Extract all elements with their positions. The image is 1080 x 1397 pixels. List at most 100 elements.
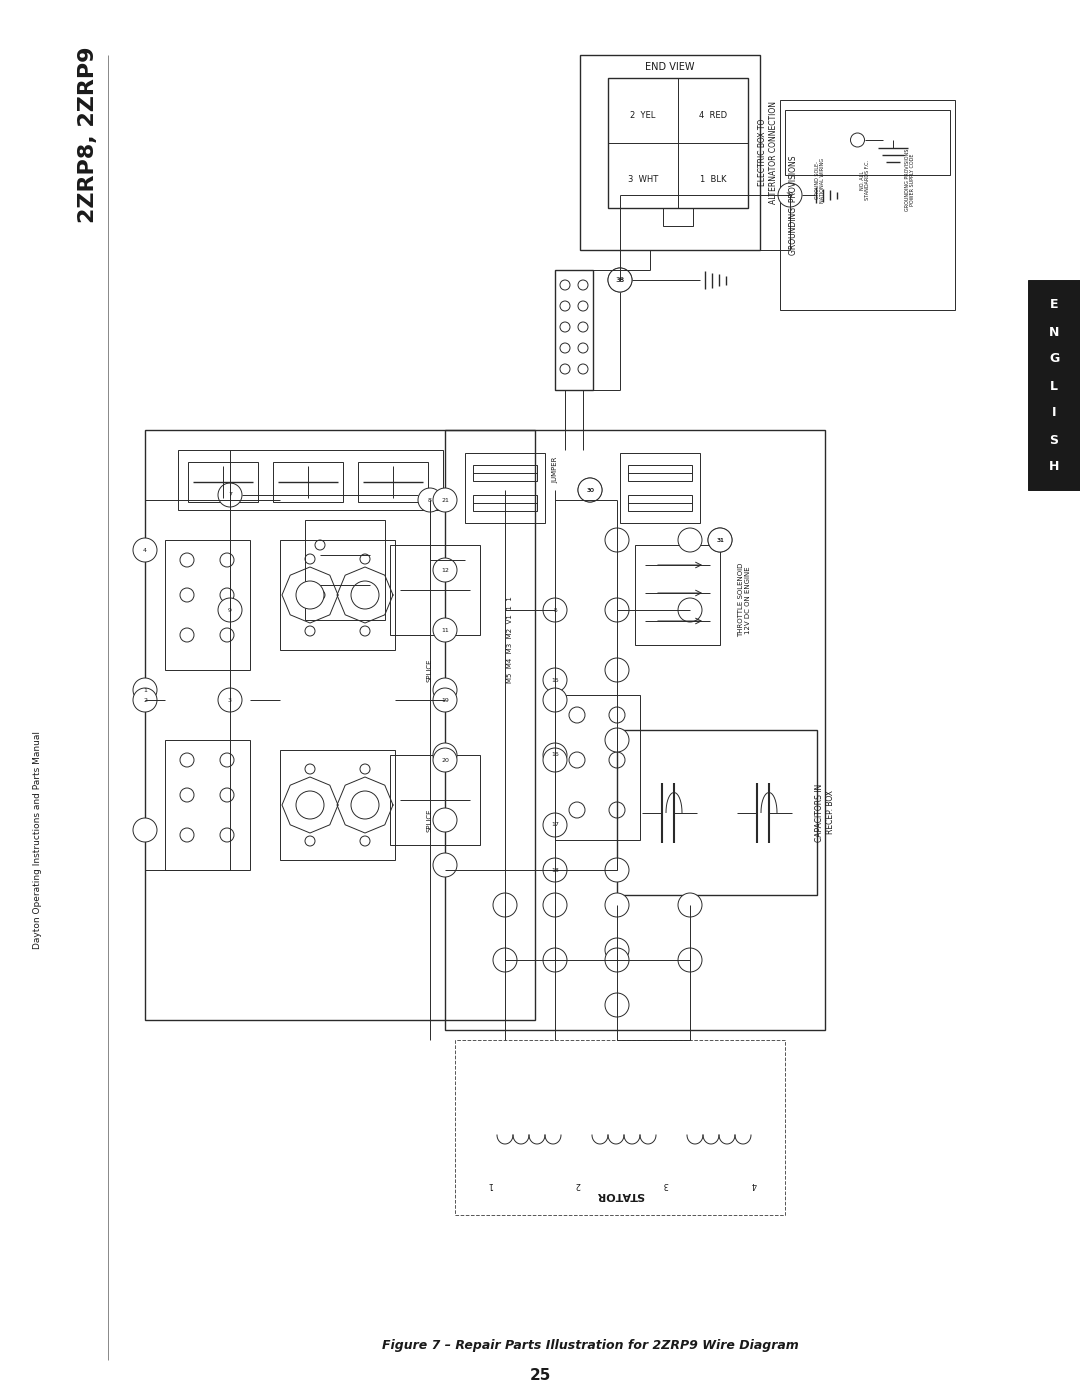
Text: CAPACITORS IN
RECEP. BOX: CAPACITORS IN RECEP. BOX — [815, 784, 835, 841]
Bar — [305, 520, 384, 620]
Text: N: N — [1049, 326, 1059, 338]
Bar — [620, 453, 700, 522]
Text: 18: 18 — [551, 868, 558, 873]
Text: 3: 3 — [228, 697, 232, 703]
Text: 2: 2 — [143, 697, 147, 703]
Circle shape — [605, 949, 629, 972]
Bar — [188, 462, 258, 502]
Text: 1: 1 — [143, 687, 147, 693]
Circle shape — [708, 528, 732, 552]
Text: E: E — [1050, 299, 1058, 312]
Text: GROUNDING  PROVISIONS: GROUNDING PROVISIONS — [789, 155, 798, 254]
Text: 30: 30 — [586, 488, 594, 493]
Text: 5: 5 — [553, 608, 557, 612]
Text: GROUND SOLE-
NATIONAL WIRING: GROUND SOLE- NATIONAL WIRING — [814, 158, 825, 203]
Circle shape — [678, 893, 702, 916]
Bar — [357, 462, 428, 502]
Text: 19: 19 — [441, 697, 449, 703]
Circle shape — [218, 687, 242, 712]
Text: 1: 1 — [487, 1180, 492, 1189]
Bar — [390, 754, 480, 845]
Text: 25: 25 — [529, 1368, 551, 1383]
Text: ELECTRIC BOX TO
ALTERNATOR CONNECTION: ELECTRIC BOX TO ALTERNATOR CONNECTION — [758, 101, 778, 204]
Bar — [608, 78, 748, 208]
Circle shape — [433, 678, 457, 703]
Bar — [280, 541, 395, 650]
Circle shape — [678, 598, 702, 622]
Bar — [390, 545, 480, 636]
Circle shape — [578, 478, 602, 502]
Circle shape — [351, 581, 379, 609]
Text: I: I — [1052, 407, 1056, 419]
Text: 4  RED: 4 RED — [699, 110, 727, 120]
Circle shape — [678, 528, 702, 552]
Text: 11: 11 — [441, 627, 449, 633]
Text: STATOR: STATOR — [596, 1190, 644, 1200]
Text: END VIEW: END VIEW — [645, 61, 694, 73]
Circle shape — [418, 488, 442, 511]
Bar — [555, 694, 640, 840]
Circle shape — [218, 598, 242, 622]
Text: 12: 12 — [441, 567, 449, 573]
Text: JUMPER: JUMPER — [552, 457, 558, 483]
Text: M5  M4  M3  M2  V1  1  1: M5 M4 M3 M2 V1 1 1 — [507, 597, 513, 683]
Text: 8: 8 — [428, 497, 432, 503]
Circle shape — [133, 819, 157, 842]
Bar — [617, 731, 816, 895]
Circle shape — [543, 813, 567, 837]
Text: 4: 4 — [143, 548, 147, 552]
Circle shape — [133, 678, 157, 703]
Bar — [473, 465, 537, 481]
Bar — [785, 110, 950, 175]
Circle shape — [608, 268, 632, 292]
Text: Figure 7 – Repair Parts Illustration for 2ZRP9 Wire Diagram: Figure 7 – Repair Parts Illustration for… — [381, 1340, 798, 1352]
Circle shape — [218, 483, 242, 507]
Circle shape — [296, 791, 324, 819]
Circle shape — [678, 949, 702, 972]
Circle shape — [433, 557, 457, 583]
Text: 2: 2 — [576, 1180, 581, 1189]
Circle shape — [543, 949, 567, 972]
Text: 31: 31 — [716, 538, 724, 542]
Circle shape — [433, 743, 457, 767]
Text: Dayton Operating Instructions and Parts Manual: Dayton Operating Instructions and Parts … — [33, 731, 42, 949]
Text: 9: 9 — [228, 608, 232, 612]
Bar — [280, 750, 395, 861]
Text: 15: 15 — [551, 678, 558, 683]
Bar — [165, 541, 249, 671]
Text: 16: 16 — [551, 753, 558, 757]
Text: 2ZRP8, 2ZRP9: 2ZRP8, 2ZRP9 — [78, 46, 98, 224]
Circle shape — [543, 743, 567, 767]
Text: G: G — [1049, 352, 1059, 366]
Circle shape — [296, 581, 324, 609]
Circle shape — [492, 949, 517, 972]
Text: SPLICE: SPLICE — [427, 658, 433, 682]
Bar — [178, 450, 443, 510]
Circle shape — [605, 528, 629, 552]
Circle shape — [543, 668, 567, 692]
Text: 31: 31 — [716, 538, 724, 542]
Circle shape — [605, 598, 629, 622]
Text: S: S — [1050, 433, 1058, 447]
Circle shape — [433, 488, 457, 511]
Circle shape — [605, 893, 629, 916]
Circle shape — [605, 858, 629, 882]
Text: 2  YEL: 2 YEL — [631, 110, 656, 120]
Bar — [1028, 279, 1080, 490]
Circle shape — [605, 937, 629, 963]
Bar — [580, 54, 760, 250]
Text: 39: 39 — [786, 193, 794, 197]
Text: 30: 30 — [586, 488, 594, 493]
Text: 1  BLK: 1 BLK — [700, 176, 726, 184]
Circle shape — [433, 747, 457, 773]
Circle shape — [543, 893, 567, 916]
Text: 3: 3 — [663, 1180, 669, 1189]
Circle shape — [433, 687, 457, 712]
Circle shape — [708, 528, 732, 552]
Circle shape — [433, 617, 457, 643]
Circle shape — [433, 854, 457, 877]
Bar — [780, 101, 955, 310]
Bar — [555, 270, 593, 390]
Bar — [445, 430, 825, 1030]
Circle shape — [492, 893, 517, 916]
